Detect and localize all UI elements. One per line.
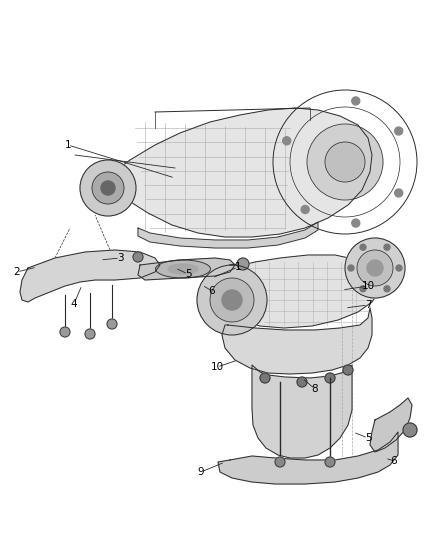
Circle shape <box>107 319 117 329</box>
Text: 6: 6 <box>391 456 397 466</box>
Text: 1: 1 <box>235 262 241 272</box>
Text: 5: 5 <box>365 433 371 443</box>
Circle shape <box>325 373 335 383</box>
Circle shape <box>360 286 366 292</box>
Circle shape <box>301 206 309 214</box>
Polygon shape <box>222 308 372 374</box>
Polygon shape <box>138 222 318 248</box>
Circle shape <box>237 258 249 270</box>
Text: 5: 5 <box>185 269 191 279</box>
Circle shape <box>352 97 360 105</box>
Text: 4: 4 <box>71 299 78 309</box>
Polygon shape <box>138 258 235 280</box>
Polygon shape <box>218 432 398 484</box>
Circle shape <box>197 265 267 335</box>
Polygon shape <box>370 398 412 452</box>
Circle shape <box>297 377 307 387</box>
Circle shape <box>275 457 285 467</box>
Circle shape <box>343 365 353 375</box>
Circle shape <box>80 160 136 216</box>
Text: 10: 10 <box>361 281 374 291</box>
Circle shape <box>357 250 393 286</box>
Ellipse shape <box>168 264 198 274</box>
Circle shape <box>348 265 354 271</box>
Circle shape <box>210 278 254 322</box>
Circle shape <box>384 286 390 292</box>
Circle shape <box>367 260 383 276</box>
Polygon shape <box>252 365 352 458</box>
Circle shape <box>395 127 403 135</box>
Circle shape <box>60 327 70 337</box>
Circle shape <box>345 238 405 298</box>
Text: 2: 2 <box>14 267 20 277</box>
Circle shape <box>133 252 143 262</box>
Text: 7: 7 <box>365 300 371 310</box>
Circle shape <box>403 423 417 437</box>
Text: 10: 10 <box>210 362 223 372</box>
Circle shape <box>396 265 402 271</box>
Circle shape <box>352 219 360 227</box>
Polygon shape <box>95 108 372 237</box>
Text: 8: 8 <box>312 384 318 394</box>
Circle shape <box>325 142 365 182</box>
Circle shape <box>101 181 115 195</box>
Circle shape <box>384 244 390 250</box>
Circle shape <box>260 373 270 383</box>
Circle shape <box>85 329 95 339</box>
Polygon shape <box>20 250 160 302</box>
Circle shape <box>360 244 366 250</box>
Polygon shape <box>215 255 382 328</box>
Circle shape <box>325 457 335 467</box>
Circle shape <box>222 290 242 310</box>
Circle shape <box>395 189 403 197</box>
Circle shape <box>307 124 383 200</box>
Text: 9: 9 <box>198 467 204 477</box>
Ellipse shape <box>155 260 211 278</box>
Circle shape <box>283 137 291 145</box>
Text: 6: 6 <box>208 286 215 296</box>
Text: 3: 3 <box>117 253 124 263</box>
Text: 1: 1 <box>65 140 71 150</box>
Circle shape <box>92 172 124 204</box>
